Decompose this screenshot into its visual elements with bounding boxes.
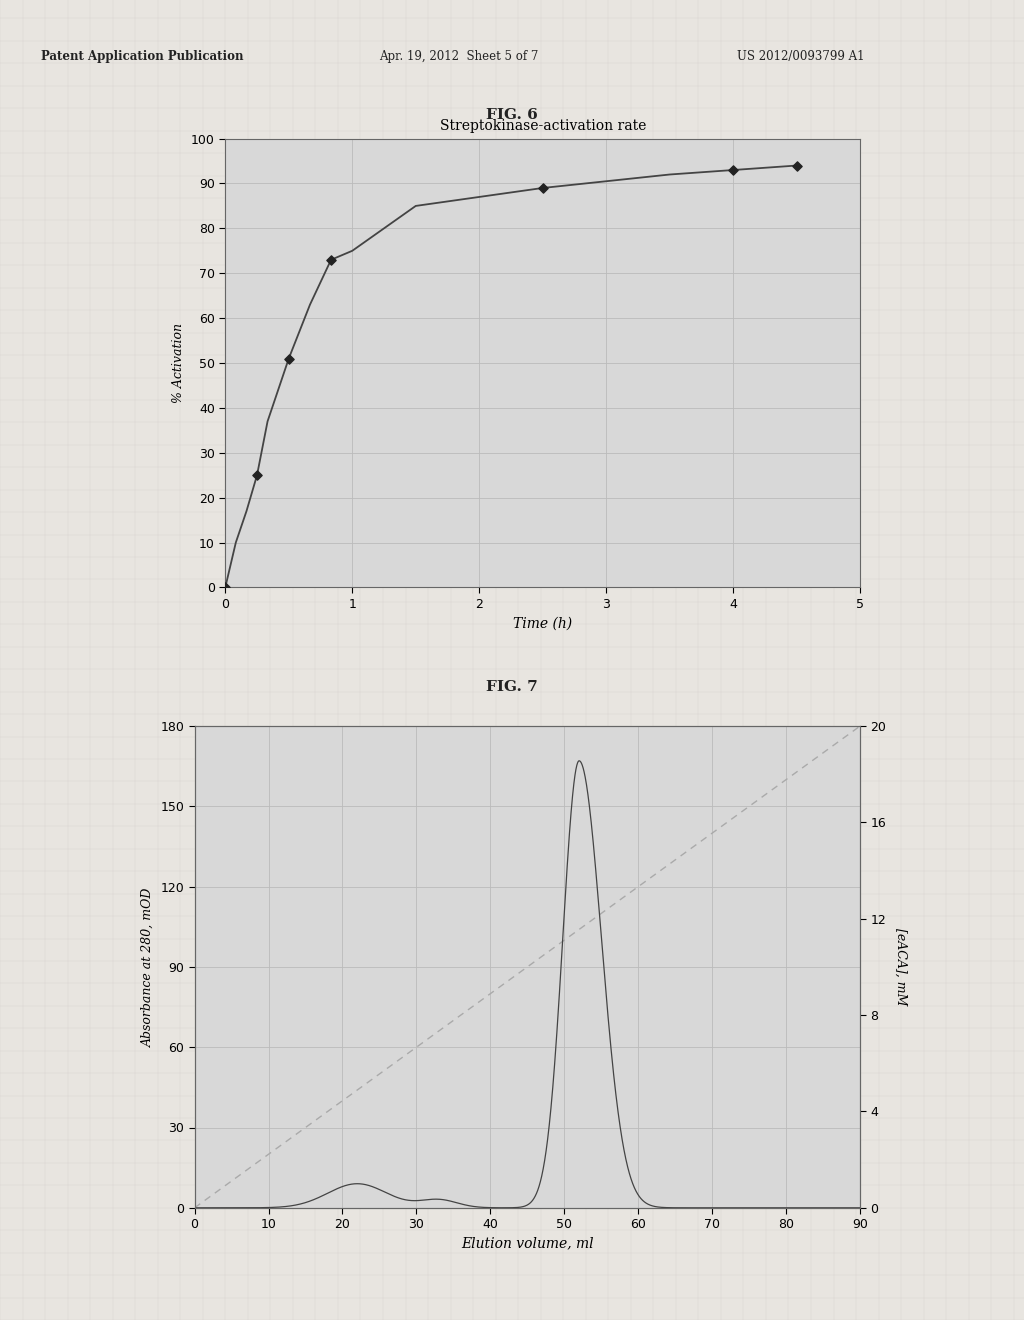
Y-axis label: [eACA], mM: [eACA], mM <box>894 928 907 1006</box>
Text: Apr. 19, 2012  Sheet 5 of 7: Apr. 19, 2012 Sheet 5 of 7 <box>379 50 539 63</box>
Title: Streptokinase-activation rate: Streptokinase-activation rate <box>439 119 646 133</box>
Point <box>217 577 233 598</box>
Point <box>281 348 297 370</box>
Text: Patent Application Publication: Patent Application Publication <box>41 50 244 63</box>
Point <box>323 249 339 271</box>
Text: FIG. 7: FIG. 7 <box>486 680 538 694</box>
Point <box>249 465 265 486</box>
Y-axis label: Absorbance at 280, mOD: Absorbance at 280, mOD <box>141 887 155 1047</box>
Text: US 2012/0093799 A1: US 2012/0093799 A1 <box>737 50 865 63</box>
Text: FIG. 6: FIG. 6 <box>486 108 538 123</box>
Point <box>725 160 741 181</box>
X-axis label: Elution volume, ml: Elution volume, ml <box>461 1237 594 1251</box>
Point <box>535 177 551 198</box>
X-axis label: Time (h): Time (h) <box>513 616 572 631</box>
Point <box>788 154 805 176</box>
Y-axis label: % Activation: % Activation <box>172 323 185 403</box>
